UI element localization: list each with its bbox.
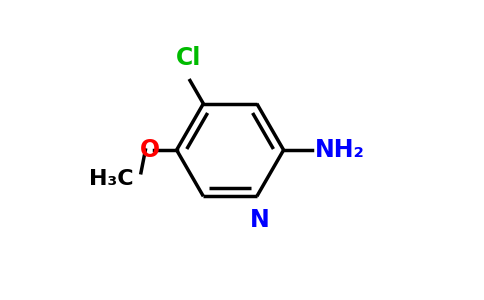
Text: H₃C: H₃C [89,169,134,189]
Text: O: O [140,138,160,162]
Text: Cl: Cl [176,46,201,70]
Text: N: N [250,208,270,232]
Text: NH₂: NH₂ [315,138,365,162]
